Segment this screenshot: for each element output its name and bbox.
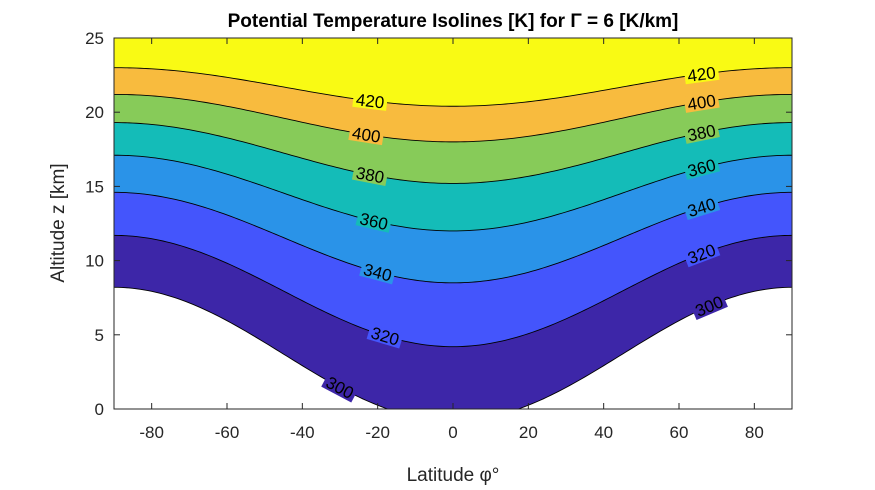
contour-label-gap <box>351 163 389 186</box>
contour-line-300 <box>114 286 792 409</box>
x-tick-label: 0 <box>448 423 457 442</box>
contour-label-gap <box>683 63 720 85</box>
contour-line-420 <box>114 67 792 107</box>
y-tick-label: 5 <box>95 326 104 345</box>
contour-labels: 3003203403603804004203003203403603804004… <box>321 63 728 403</box>
y-tick-label: 15 <box>85 177 104 196</box>
contour-lines <box>114 67 792 409</box>
x-tick-label: -20 <box>365 423 390 442</box>
contour-label-gap <box>683 121 720 144</box>
contour-label-420: 420 <box>686 63 717 86</box>
contour-label-gap <box>355 209 393 233</box>
contour-label-gap <box>690 292 728 321</box>
contour-label-group: 400 <box>348 124 385 147</box>
plot-area: 3003203403603804004203003203403603804004… <box>113 37 793 410</box>
contour-label-gap <box>683 155 721 180</box>
contour-label-group: 420 <box>683 63 720 86</box>
contour-line-360 <box>114 154 792 232</box>
contour-line-400 <box>114 93 792 143</box>
contour-line-380 <box>114 122 792 184</box>
contour-label-gap <box>321 372 359 403</box>
contour-label-gap <box>352 90 388 111</box>
x-axis-ticks: -80 -60 -40 -20 0 20 40 60 80 <box>139 38 764 442</box>
contour-label-400: 400 <box>351 124 382 147</box>
contour-line-340 <box>114 191 792 284</box>
contour-label-420: 420 <box>355 90 385 112</box>
x-tick-label: 40 <box>594 423 613 442</box>
x-tick-label: 20 <box>519 423 538 442</box>
contour-label-400: 400 <box>686 91 717 114</box>
contour-line-320 <box>114 234 792 348</box>
x-tick-label: 80 <box>745 423 764 442</box>
contour-label-group: 360 <box>355 209 393 234</box>
x-tick-label: -60 <box>215 423 240 442</box>
contour-label-gap <box>683 91 720 113</box>
x-tick-label: -80 <box>139 423 164 442</box>
y-tick-label: 0 <box>95 400 104 419</box>
x-tick-label: 60 <box>670 423 689 442</box>
y-tick-label: 20 <box>85 103 104 122</box>
contour-label-group: 400 <box>683 91 720 114</box>
contour-band-420 <box>114 38 792 107</box>
y-tick-label: 10 <box>85 252 104 271</box>
x-axis-label: Latitude φ° <box>407 465 500 486</box>
contour-bands <box>114 38 792 409</box>
y-axis-label: Altitude z [km] <box>48 163 69 282</box>
x-tick-label: -40 <box>290 423 315 442</box>
contour-label-gap <box>366 323 404 349</box>
y-tick-label: 25 <box>85 29 104 48</box>
y-axis-ticks: 0 5 10 15 20 25 <box>85 29 792 419</box>
contour-label-gap <box>359 260 397 285</box>
contour-label-gap <box>348 124 385 146</box>
contour-label-group: 380 <box>351 163 389 187</box>
contour-label-group: 420 <box>352 90 388 112</box>
contour-label-gap <box>683 194 721 220</box>
contour-label-gap <box>682 240 721 268</box>
chart-title: Potential Temperature Isolines [K] for Γ… <box>228 11 679 32</box>
